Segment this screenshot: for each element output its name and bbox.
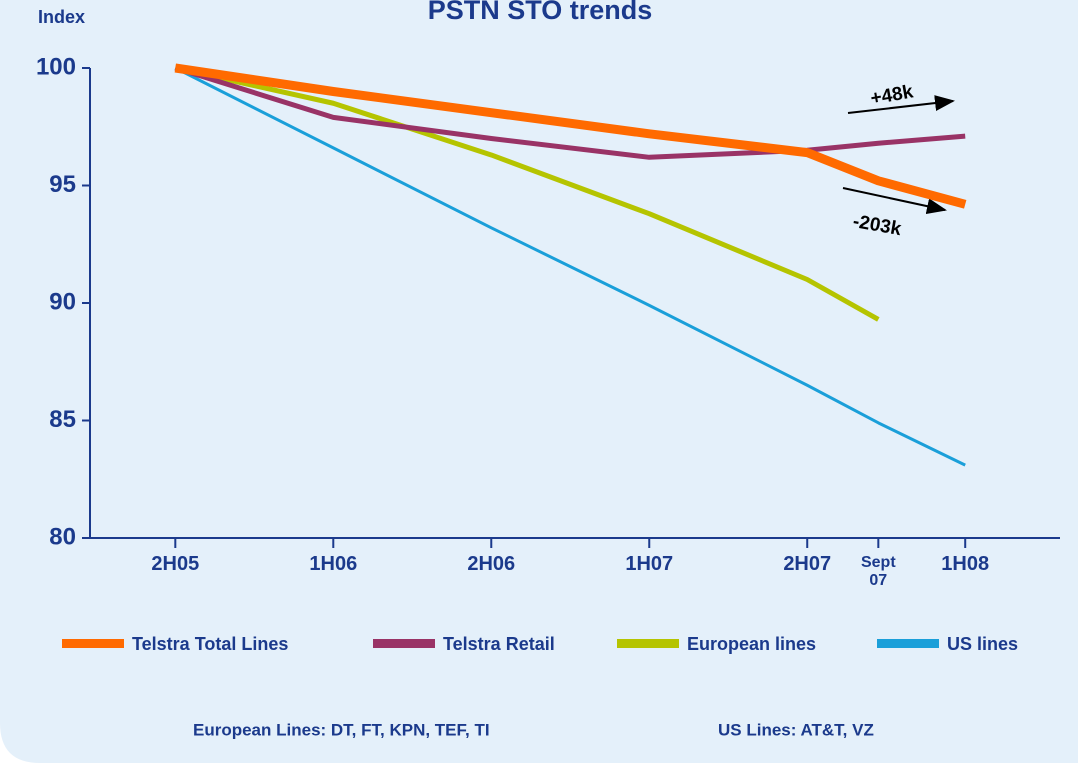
data-line xyxy=(174,65,966,160)
legend-label: European lines xyxy=(687,634,816,654)
x-tick-label: 1H07 xyxy=(625,553,674,575)
y-tick-label: 80 xyxy=(49,523,76,550)
data-line xyxy=(174,66,966,467)
x-tick-label: 1H08 xyxy=(941,553,990,575)
y-tick-label: 90 xyxy=(49,288,76,315)
x-tick-label: 2H07 xyxy=(783,553,832,575)
legend-swatch xyxy=(373,639,435,648)
arrow xyxy=(847,95,955,114)
footnote: US Lines: AT&T, VZ xyxy=(718,720,874,739)
data-line xyxy=(174,63,967,209)
y-axis-title: Index xyxy=(38,7,85,27)
legend-swatch xyxy=(62,639,124,648)
legend-label: Telstra Retail xyxy=(443,634,555,654)
legend-swatch xyxy=(617,639,679,648)
x-tick-label: 2H05 xyxy=(151,553,200,575)
arrow xyxy=(842,187,947,215)
data-line xyxy=(174,65,880,322)
footnote: European Lines: DT, FT, KPN, TEF, TI xyxy=(193,720,490,739)
y-tick-label: 100 xyxy=(36,53,76,80)
legend-swatch xyxy=(877,639,939,648)
chart-title: PSTN STO trends xyxy=(428,0,653,25)
x-tick-label: Sept 07 xyxy=(860,554,896,589)
legend-label: US lines xyxy=(947,634,1018,654)
x-tick-label: 1H06 xyxy=(309,553,358,575)
x-tick-label: 2H06 xyxy=(467,553,516,575)
legend-label: Telstra Total Lines xyxy=(132,634,288,654)
y-tick-label: 85 xyxy=(49,406,76,433)
y-tick-label: 95 xyxy=(49,171,76,198)
